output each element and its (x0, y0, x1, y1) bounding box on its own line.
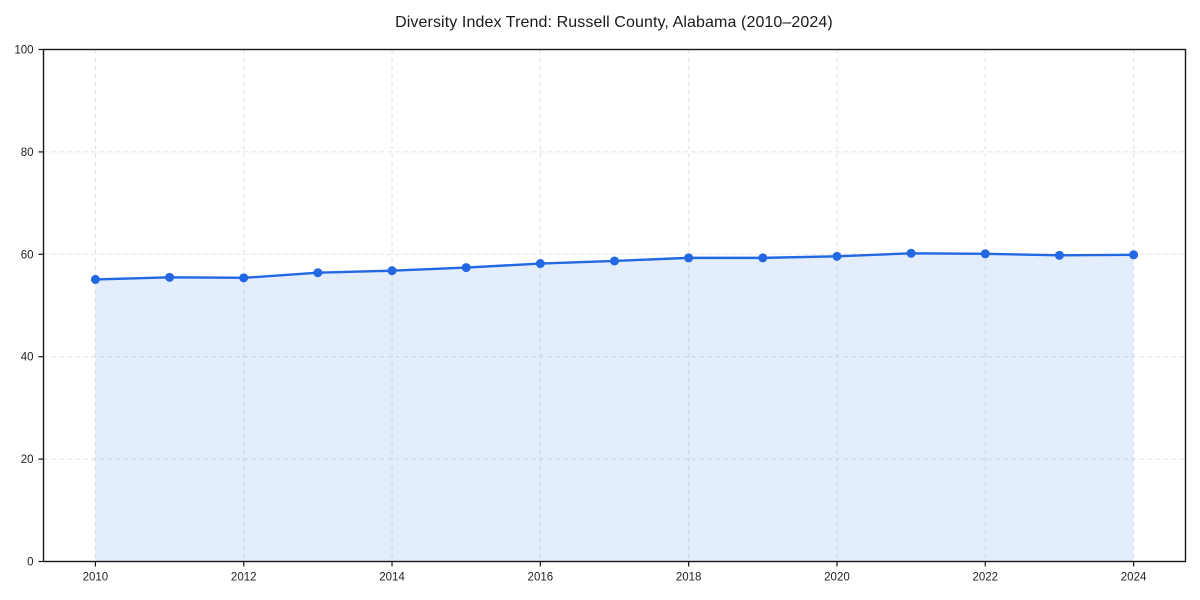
x-tick-label: 2012 (231, 572, 257, 584)
data-point (610, 256, 619, 266)
y-tick-label: 0 (27, 557, 33, 569)
chart-title: Diversity Index Trend: Russell County, A… (395, 14, 833, 31)
data-point (980, 249, 990, 259)
y-tick-label: 100 (14, 45, 33, 57)
data-point (461, 263, 471, 273)
data-point (387, 266, 397, 276)
area-fill (95, 253, 1134, 562)
plot-border (42, 48, 1187, 563)
data-point (1129, 250, 1139, 260)
data-point (684, 253, 694, 263)
data-point (832, 251, 842, 261)
x-tick-label: 2010 (83, 572, 109, 584)
data-point (758, 253, 768, 263)
data-point (906, 248, 916, 258)
axes: 0 20 40 60 80 100 2010 2012 2014 2016 2018 2020 2022… (14, 45, 1147, 584)
y-tick-label: 40 (21, 352, 34, 364)
x-tick-label: 2020 (824, 572, 850, 584)
data-point (1054, 250, 1064, 260)
data-point (165, 272, 175, 282)
x-tick-label: 2024 (1121, 572, 1147, 584)
x-tick-label: 2018 (676, 572, 702, 584)
y-tick-label: 60 (21, 249, 34, 261)
data-point (535, 259, 545, 269)
y-tick-label: 20 (21, 454, 34, 466)
y-tick-label: 80 (21, 147, 34, 159)
data-point (239, 273, 249, 283)
data-point (90, 274, 100, 284)
data-point (313, 268, 323, 278)
x-tick-label: 2022 (972, 572, 998, 584)
x-tick-label: 2016 (528, 572, 554, 584)
data-points (90, 248, 1139, 284)
x-tick-label: 2014 (379, 572, 405, 584)
